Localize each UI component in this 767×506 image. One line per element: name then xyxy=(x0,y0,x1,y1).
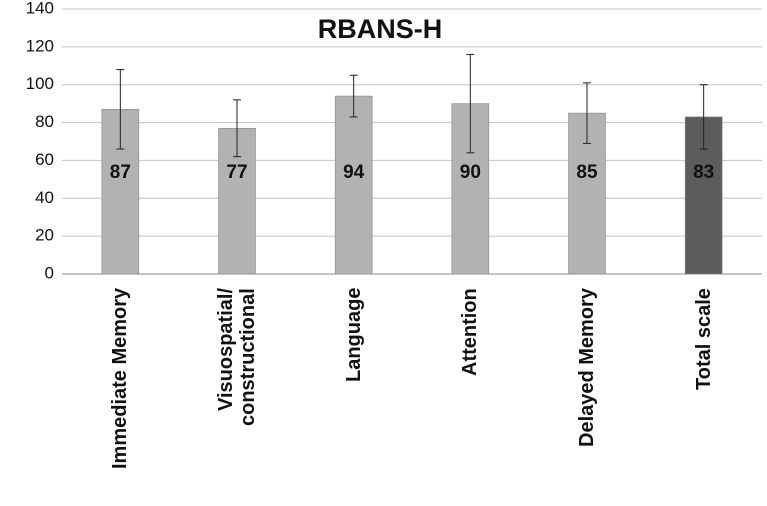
y-tick-label: 0 xyxy=(45,263,54,282)
x-tick-label: Attention xyxy=(459,288,482,376)
x-tick-label: Visuospatial/ constructional xyxy=(215,288,259,426)
data-label: 77 xyxy=(226,162,247,183)
data-label: 90 xyxy=(460,162,481,183)
x-tick-label: Total scale xyxy=(692,288,715,390)
x-tick-label: Delayed Memory xyxy=(576,288,598,447)
data-label: 85 xyxy=(576,162,598,183)
y-tick-label: 20 xyxy=(35,226,54,245)
y-tick-label: 120 xyxy=(26,36,54,55)
y-tick-label: 140 xyxy=(26,0,54,17)
x-tick-label: Language xyxy=(342,288,365,383)
x-tick-label: Immediate Memory xyxy=(109,288,132,470)
data-label: 94 xyxy=(343,162,365,183)
y-tick-label: 80 xyxy=(35,112,54,131)
data-label: 87 xyxy=(110,162,131,183)
chart-title: RBANS-H xyxy=(318,14,443,44)
y-tick-label: 40 xyxy=(35,188,54,207)
data-label: 83 xyxy=(693,162,714,183)
y-tick-label: 100 xyxy=(26,74,54,93)
bar xyxy=(334,95,373,275)
y-tick-label: 60 xyxy=(35,150,54,169)
